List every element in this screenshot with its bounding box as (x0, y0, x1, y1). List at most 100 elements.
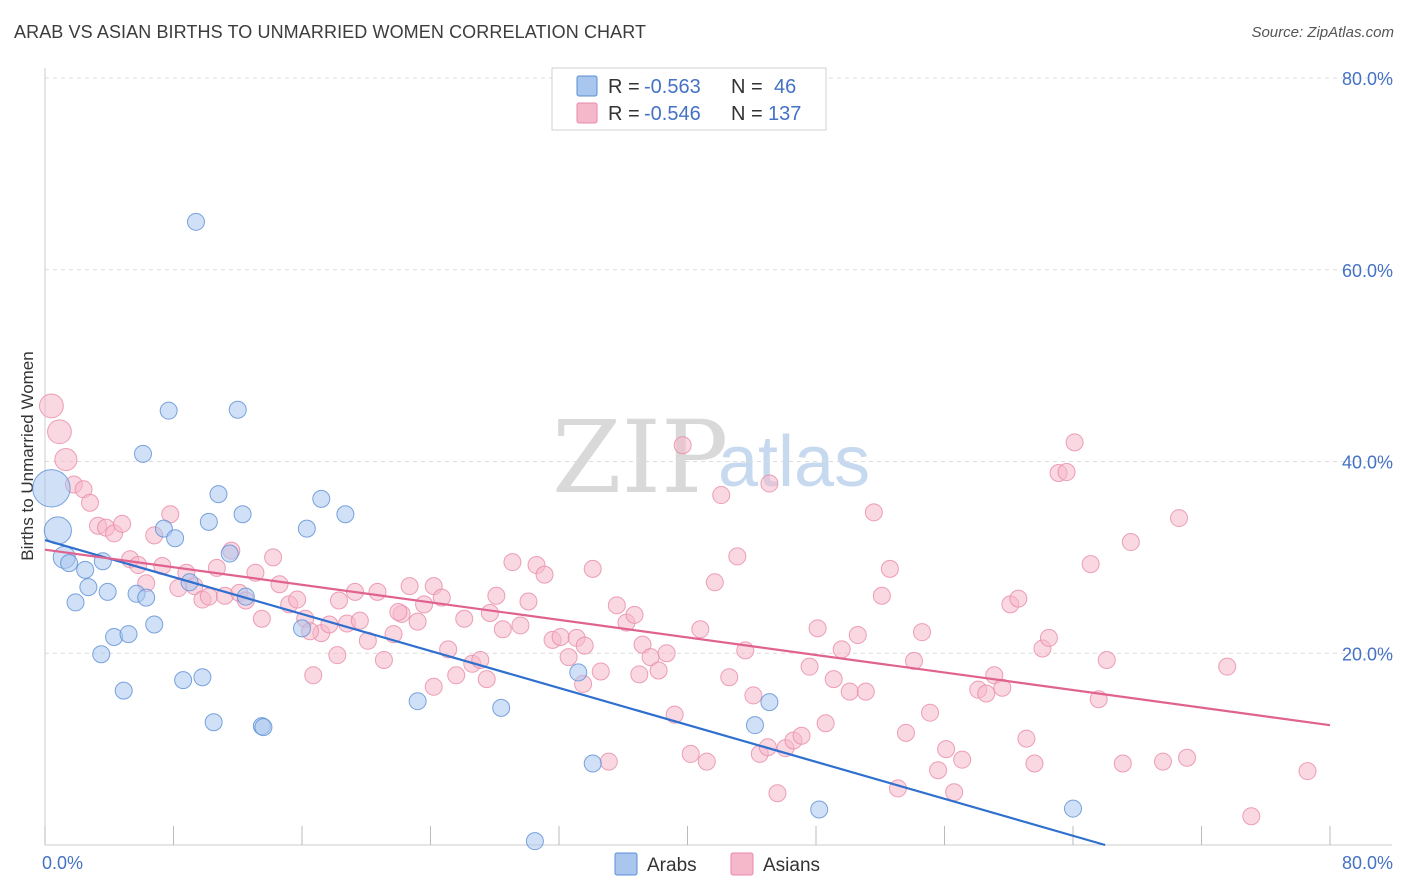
asian-point (415, 595, 434, 614)
arab-point (76, 560, 95, 579)
x-minor-ticks (44, 826, 1331, 845)
asian-point (487, 586, 506, 605)
arab-point (32, 469, 71, 508)
asian-point (824, 670, 843, 689)
asian-point (1057, 463, 1076, 482)
bottom-legend-arabs-swatch (614, 852, 638, 876)
legend-arabs-r-value: -0.563 (644, 76, 701, 98)
asian-point (856, 682, 875, 701)
arab-point (174, 671, 193, 690)
arab-point (293, 619, 311, 638)
arab-point (312, 489, 331, 508)
asian-point (681, 744, 700, 763)
asian-point (54, 448, 78, 472)
asian-point (705, 573, 724, 592)
arab-point (92, 645, 111, 664)
asian-point (880, 559, 899, 578)
arab-point (79, 578, 98, 597)
asian-point (921, 703, 940, 722)
asian-point (888, 779, 907, 798)
asian-point (477, 670, 496, 689)
asian-point (691, 620, 710, 639)
asian-point (374, 650, 393, 669)
y-axis-label: Births to Unmarried Women (18, 351, 37, 560)
asian-point (945, 783, 964, 802)
asian-point (1039, 628, 1058, 647)
asian-point (288, 590, 307, 609)
asian-point (1121, 533, 1140, 552)
arab-point (569, 663, 588, 682)
asian-point (511, 616, 530, 635)
asian-point (993, 678, 1012, 697)
asian-point (712, 486, 731, 505)
trend-lines (44, 539, 1331, 847)
asian-point (551, 627, 570, 646)
asian-point (439, 640, 458, 659)
arab-point (236, 587, 255, 606)
asians-points (39, 393, 1317, 826)
asian-point (1153, 752, 1172, 771)
asian-point (39, 393, 64, 419)
asian-point (1097, 650, 1116, 669)
x-tick-label-min: 0.0% (42, 853, 83, 873)
asian-point (832, 640, 851, 659)
asian-point (1218, 657, 1237, 676)
x-tick-labels: 0.0% 80.0% (42, 853, 1393, 873)
legend-arabs-r-label: R = (608, 76, 640, 98)
asian-point (47, 419, 72, 445)
legend-box (551, 67, 827, 131)
asian-point (760, 474, 779, 493)
asian-point (424, 677, 443, 696)
series-legend: Arabs Asians (614, 852, 820, 876)
arab-point (810, 800, 829, 819)
arab-point (98, 582, 117, 601)
asian-point (1081, 555, 1100, 574)
asian-point (1009, 589, 1028, 608)
asian-point (816, 714, 835, 733)
arab-point (199, 512, 218, 531)
bottom-legend-arabs-label: Arabs (647, 855, 697, 876)
arab-point (583, 754, 602, 773)
asian-point (800, 657, 819, 676)
arab-point (492, 698, 511, 717)
arab-point (220, 544, 239, 563)
y-tick-label: 20.0% (1342, 644, 1393, 664)
asian-point (80, 493, 99, 512)
asian-point (328, 646, 347, 665)
asian-point (1178, 748, 1197, 767)
grid-lines (45, 77, 1392, 654)
asian-point (1170, 509, 1189, 528)
asian-point (368, 582, 387, 601)
y-tick-label: 80.0% (1342, 69, 1393, 89)
asian-point (113, 514, 132, 533)
bottom-legend-asians-swatch (730, 852, 754, 876)
asian-point (864, 503, 883, 522)
legend-asians-r-label: R = (608, 103, 640, 125)
arab-point (254, 718, 273, 737)
asian-point (252, 609, 271, 628)
asian-point (607, 596, 626, 615)
bottom-legend-asians-label: Asians (763, 855, 820, 876)
asian-point (493, 620, 512, 639)
arab-point (186, 212, 205, 231)
arab-point (60, 554, 79, 573)
asian-point (1113, 754, 1132, 773)
asian-point (583, 559, 602, 578)
asian-point (929, 761, 948, 780)
arab-point (297, 519, 316, 538)
asian-point (625, 605, 644, 624)
arab-point (114, 681, 133, 700)
asian-point (304, 666, 323, 685)
asian-point (591, 662, 610, 681)
arab-point (408, 692, 427, 711)
arab-point (336, 505, 355, 524)
arab-point (525, 832, 544, 851)
asian-point (503, 553, 522, 572)
asian-point (455, 609, 474, 628)
asian-point (480, 603, 499, 622)
legend-arabs-swatch (576, 75, 598, 97)
asian-point (408, 612, 427, 631)
x-tick-label-max: 80.0% (1342, 853, 1393, 873)
arab-point (209, 485, 228, 504)
asian-point (559, 648, 578, 667)
